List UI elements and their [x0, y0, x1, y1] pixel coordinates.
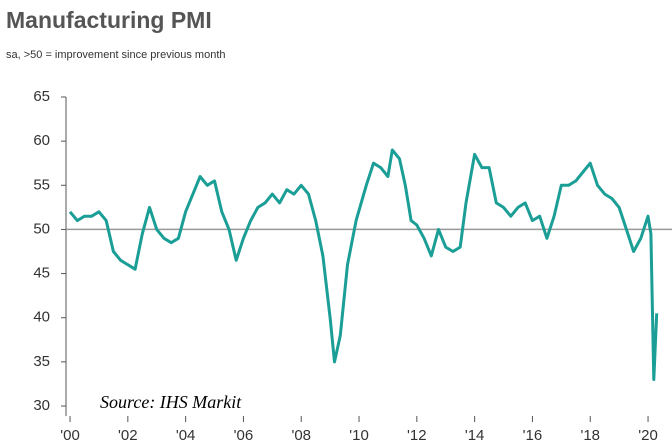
x-tick-label: '02 [118, 427, 138, 444]
source-annotation: Source: IHS Markit [100, 392, 242, 412]
y-tick-label: 40 [33, 309, 50, 326]
data-line [68, 148, 659, 381]
x-tick-label: '14 [465, 427, 485, 444]
y-tick-label: 30 [33, 397, 50, 414]
y-tick-label: 55 [33, 176, 50, 193]
y-tick-label: 45 [33, 265, 50, 282]
y-tick-label: 65 [33, 88, 50, 105]
y-tick-label: 35 [33, 353, 50, 370]
x-tick-label: '10 [349, 427, 369, 444]
chart-subtitle: sa, >50 = improvement since previous mon… [6, 49, 226, 61]
x-tick-label: '04 [176, 427, 196, 444]
chart-title: Manufacturing PMI [6, 7, 212, 33]
x-tick-label: '18 [580, 427, 600, 444]
x-tick-label: '16 [523, 427, 543, 444]
y-tick-label: 60 [33, 132, 50, 149]
x-tick-label: '00 [60, 427, 80, 444]
x-tick-label: '06 [234, 427, 254, 444]
x-tick-label: '08 [291, 427, 311, 444]
y-tick-label: 50 [33, 220, 50, 237]
x-tick-label: '12 [407, 427, 427, 444]
x-tick-label: '20 [638, 427, 658, 444]
